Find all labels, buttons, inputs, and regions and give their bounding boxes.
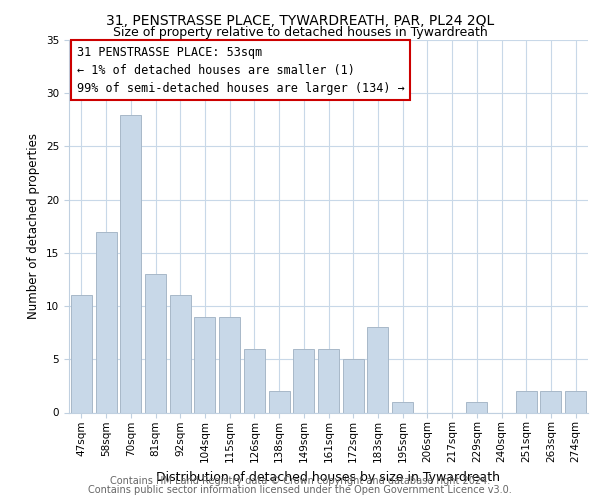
Bar bbox=[71, 296, 92, 412]
Bar bbox=[95, 232, 116, 412]
Bar bbox=[565, 391, 586, 412]
X-axis label: Distribution of detached houses by size in Tywardreath: Distribution of detached houses by size … bbox=[157, 470, 500, 484]
Y-axis label: Number of detached properties: Number of detached properties bbox=[28, 133, 40, 320]
Text: Contains HM Land Registry data © Crown copyright and database right 2024.: Contains HM Land Registry data © Crown c… bbox=[110, 476, 490, 486]
Text: 31 PENSTRASSE PLACE: 53sqm
← 1% of detached houses are smaller (1)
99% of semi-d: 31 PENSTRASSE PLACE: 53sqm ← 1% of detac… bbox=[77, 46, 404, 94]
Bar bbox=[293, 348, 314, 412]
Bar bbox=[466, 402, 487, 412]
Text: 31, PENSTRASSE PLACE, TYWARDREATH, PAR, PL24 2QL: 31, PENSTRASSE PLACE, TYWARDREATH, PAR, … bbox=[106, 14, 494, 28]
Bar bbox=[244, 348, 265, 412]
Bar bbox=[120, 114, 141, 412]
Bar bbox=[392, 402, 413, 412]
Bar bbox=[269, 391, 290, 412]
Bar bbox=[170, 296, 191, 412]
Text: Size of property relative to detached houses in Tywardreath: Size of property relative to detached ho… bbox=[113, 26, 487, 39]
Bar bbox=[194, 316, 215, 412]
Bar bbox=[343, 360, 364, 412]
Bar bbox=[219, 316, 240, 412]
Bar bbox=[516, 391, 537, 412]
Bar bbox=[541, 391, 562, 412]
Bar bbox=[367, 328, 388, 412]
Bar bbox=[318, 348, 339, 412]
Bar bbox=[145, 274, 166, 412]
Text: Contains public sector information licensed under the Open Government Licence v3: Contains public sector information licen… bbox=[88, 485, 512, 495]
